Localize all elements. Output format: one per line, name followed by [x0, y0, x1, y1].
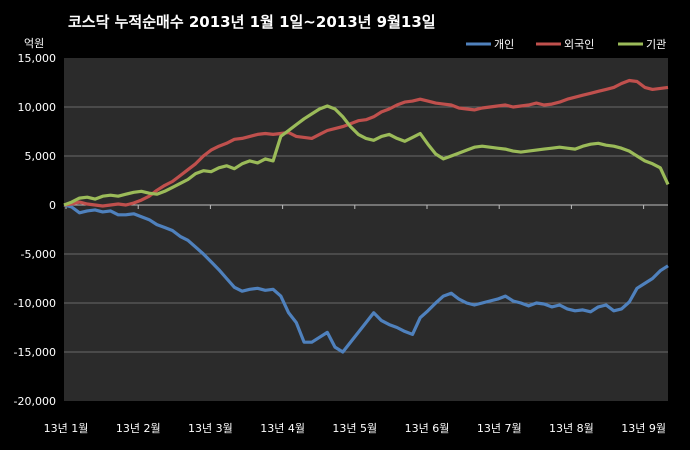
- y-axis: 15,000 10,000 5,000 0 -5,000 -10,000 -15,000 -2…: [14, 52, 56, 408]
- x-tick-label: 13년 3월: [188, 422, 233, 435]
- x-tick-label: 13년 4월: [260, 422, 305, 435]
- series-line-1: [63, 78, 669, 208]
- x-tick-label: 13년 7월: [477, 422, 522, 435]
- y-tick-label: 10,000: [18, 101, 57, 114]
- y-tick-label: 5,000: [25, 150, 57, 163]
- gridlines: [64, 106, 668, 353]
- x-tick-label: 13년 1월: [44, 422, 89, 435]
- x-tick-label: 13년 2월: [116, 422, 161, 435]
- x-tick-label: 13년 6월: [405, 422, 450, 435]
- y-tick-label: -10,000: [14, 297, 56, 310]
- x-tick-label: 13년 5월: [332, 422, 377, 435]
- y-tick-label: -20,000: [14, 395, 56, 408]
- x-axis: 13년 1월 13년 2월 13년 3월 13년 4월 13년 5월 13년 6월 13년 …: [44, 205, 666, 435]
- x-tick-label: 13년 9월: [621, 422, 666, 435]
- x-tick-label: 13년 8월: [549, 422, 594, 435]
- y-tick-label: 0: [49, 199, 56, 212]
- y-tick-label: 15,000: [18, 52, 57, 65]
- legend: 개인 외국인 기관: [466, 38, 666, 51]
- legend-label-0: 개인: [494, 38, 514, 51]
- series-line-2: [63, 104, 670, 207]
- series-lines: [63, 78, 670, 354]
- unit-label: 억원: [24, 37, 44, 50]
- series-line-0: [63, 203, 669, 354]
- chart-title: 코스닥 누적순매수 2013년 1월 1일~2013년 9월13일: [68, 13, 436, 31]
- y-tick-label: -15,000: [14, 346, 56, 359]
- legend-label-1: 외국인: [564, 38, 594, 51]
- plot-area: [64, 58, 668, 401]
- legend-label-2: 기관: [646, 38, 666, 51]
- y-tick-label: -5,000: [21, 248, 56, 261]
